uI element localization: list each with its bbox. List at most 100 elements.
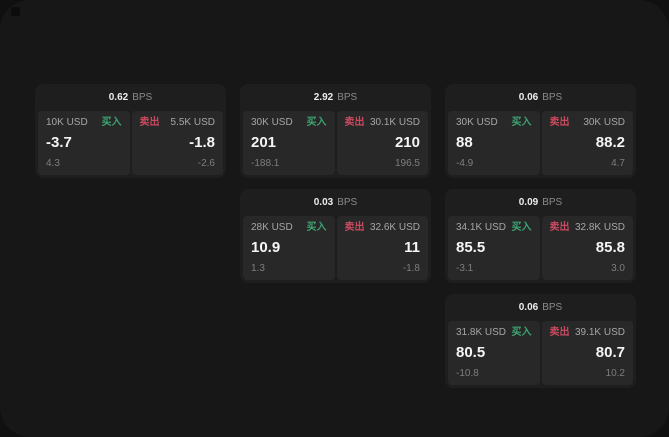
buy-size-label: 31.8K USD bbox=[456, 327, 507, 338]
sell-panel[interactable]: 卖出 32.8K USD 85.8 3.0 bbox=[541, 216, 633, 280]
sell-tag: 卖出 bbox=[344, 117, 365, 128]
sell-size-label: 32.8K USD bbox=[574, 222, 625, 233]
buy-sub-value: -4.9 bbox=[456, 158, 474, 169]
sell-panel-top: 卖出 30K USD bbox=[550, 118, 626, 128]
buy-sub-value: -188.1 bbox=[251, 158, 280, 169]
sell-sub-value: 4.7 bbox=[611, 158, 625, 169]
buy-price: 80.5 bbox=[456, 344, 486, 362]
buy-sub-value: -10.8 bbox=[456, 368, 479, 379]
sell-price: 88.2 bbox=[595, 134, 625, 152]
sell-price: 80.7 bbox=[595, 344, 625, 362]
buy-tag: 买入 bbox=[511, 117, 532, 128]
sell-panel-top: 卖出 32.8K USD bbox=[550, 223, 626, 233]
sell-tag: 卖出 bbox=[139, 117, 160, 128]
card-header: 2.92 BPS bbox=[243, 84, 428, 111]
sell-sub-value: 10.2 bbox=[605, 368, 625, 379]
buy-size-label: 28K USD bbox=[251, 222, 293, 233]
sell-sub-value: 3.0 bbox=[611, 263, 625, 274]
sell-tag: 卖出 bbox=[344, 222, 365, 233]
sell-price: -1.8 bbox=[189, 134, 215, 152]
buy-panel-top: 30K USD 买入 bbox=[251, 118, 327, 128]
quote-card: 0.03 BPS 28K USD 买入 10.9 1.3 卖出 32.6K US… bbox=[240, 189, 431, 283]
bps-unit-label: BPS bbox=[542, 302, 563, 313]
buy-panel[interactable]: 30K USD 买入 88 -4.9 bbox=[448, 111, 540, 175]
sell-panel-top: 卖出 32.6K USD bbox=[345, 223, 421, 233]
buy-tag: 买入 bbox=[306, 222, 327, 233]
quote-panels: 31.8K USD 买入 80.5 -10.8 卖出 39.1K USD 80.… bbox=[448, 321, 633, 385]
sell-panel[interactable]: 卖出 30K USD 88.2 4.7 bbox=[541, 111, 633, 175]
card-header: 0.03 BPS bbox=[243, 189, 428, 216]
bps-unit-label: BPS bbox=[542, 197, 563, 208]
buy-panel-top: 28K USD 买入 bbox=[251, 223, 327, 233]
buy-price: -3.7 bbox=[46, 134, 72, 152]
buy-panel-top: 30K USD 买入 bbox=[456, 118, 532, 128]
buy-panel-top: 10K USD 买入 bbox=[46, 118, 122, 128]
quote-panels: 34.1K USD 买入 85.5 -3.1 卖出 32.8K USD 85.8… bbox=[448, 216, 633, 280]
sell-price: 210 bbox=[394, 134, 420, 152]
buy-panel[interactable]: 34.1K USD 买入 85.5 -3.1 bbox=[448, 216, 540, 280]
card-header: 0.06 BPS bbox=[448, 84, 633, 111]
sell-price: 85.8 bbox=[595, 239, 625, 257]
sell-size-label: 32.6K USD bbox=[369, 222, 420, 233]
sell-sub-value: -2.6 bbox=[197, 158, 215, 169]
quote-card: 0.09 BPS 34.1K USD 买入 85.5 -3.1 卖出 32.8K… bbox=[445, 189, 636, 283]
sell-panel-top: 卖出 5.5K USD bbox=[140, 118, 216, 128]
sell-panel[interactable]: 卖出 30.1K USD 210 196.5 bbox=[336, 111, 428, 175]
quote-panels: 28K USD 买入 10.9 1.3 卖出 32.6K USD 11 -1.8 bbox=[243, 216, 428, 280]
card-header: 0.62 BPS bbox=[38, 84, 223, 111]
cards-grid: 0.62 BPS 10K USD 买入 -3.7 4.3 卖出 5.5K USD… bbox=[35, 84, 636, 388]
buy-panel[interactable]: 30K USD 买入 201 -188.1 bbox=[243, 111, 335, 175]
sell-panel[interactable]: 卖出 39.1K USD 80.7 10.2 bbox=[541, 321, 633, 385]
buy-size-label: 30K USD bbox=[251, 117, 293, 128]
sell-tag: 卖出 bbox=[549, 327, 570, 338]
quote-panels: 30K USD 买入 201 -188.1 卖出 30.1K USD 210 1… bbox=[243, 111, 428, 175]
sell-sub-value: 196.5 bbox=[394, 158, 420, 169]
sell-panel[interactable]: 卖出 32.6K USD 11 -1.8 bbox=[336, 216, 428, 280]
buy-sub-value: 1.3 bbox=[251, 263, 265, 274]
sell-size-label: 39.1K USD bbox=[574, 327, 625, 338]
buy-sub-value: 4.3 bbox=[46, 158, 60, 169]
buy-sub-value: -3.1 bbox=[456, 263, 474, 274]
sell-panel-top: 卖出 30.1K USD bbox=[345, 118, 421, 128]
quote-card: 0.06 BPS 30K USD 买入 88 -4.9 卖出 30K USD 8… bbox=[445, 84, 636, 178]
sell-size-label: 30K USD bbox=[583, 117, 625, 128]
buy-panel[interactable]: 10K USD 买入 -3.7 4.3 bbox=[38, 111, 130, 175]
bps-spread-value: 2.92 bbox=[313, 92, 334, 103]
sell-panel[interactable]: 卖出 5.5K USD -1.8 -2.6 bbox=[131, 111, 223, 175]
sell-tag: 卖出 bbox=[549, 117, 570, 128]
buy-size-label: 30K USD bbox=[456, 117, 498, 128]
bps-spread-value: 0.03 bbox=[313, 197, 334, 208]
buy-tag: 买入 bbox=[101, 117, 122, 128]
buy-size-label: 34.1K USD bbox=[456, 222, 507, 233]
app-icon bbox=[11, 7, 20, 16]
sell-panel-top: 卖出 39.1K USD bbox=[550, 328, 626, 338]
bps-spread-value: 0.62 bbox=[108, 92, 129, 103]
buy-size-label: 10K USD bbox=[46, 117, 88, 128]
sell-tag: 卖出 bbox=[549, 222, 570, 233]
buy-panel[interactable]: 28K USD 买入 10.9 1.3 bbox=[243, 216, 335, 280]
quote-panels: 30K USD 买入 88 -4.9 卖出 30K USD 88.2 4.7 bbox=[448, 111, 633, 175]
bps-spread-value: 0.09 bbox=[518, 197, 539, 208]
buy-price: 85.5 bbox=[456, 239, 486, 257]
quote-card: 2.92 BPS 30K USD 买入 201 -188.1 卖出 30.1K … bbox=[240, 84, 431, 178]
bps-unit-label: BPS bbox=[542, 92, 563, 103]
quote-card: 0.62 BPS 10K USD 买入 -3.7 4.3 卖出 5.5K USD… bbox=[35, 84, 226, 178]
buy-panel-top: 34.1K USD 买入 bbox=[456, 223, 532, 233]
sell-price: 11 bbox=[404, 239, 420, 257]
sell-sub-value: -1.8 bbox=[402, 263, 420, 274]
buy-panel-top: 31.8K USD 买入 bbox=[456, 328, 532, 338]
buy-tag: 买入 bbox=[306, 117, 327, 128]
sell-size-label: 5.5K USD bbox=[170, 117, 215, 128]
bps-spread-value: 0.06 bbox=[518, 92, 539, 103]
bps-unit-label: BPS bbox=[132, 92, 153, 103]
buy-tag: 买入 bbox=[511, 222, 532, 233]
quote-panels: 10K USD 买入 -3.7 4.3 卖出 5.5K USD -1.8 -2.… bbox=[38, 111, 223, 175]
bps-spread-value: 0.06 bbox=[518, 302, 539, 313]
buy-price: 10.9 bbox=[251, 239, 281, 257]
buy-panel[interactable]: 31.8K USD 买入 80.5 -10.8 bbox=[448, 321, 540, 385]
buy-price: 201 bbox=[251, 134, 277, 152]
buy-tag: 买入 bbox=[511, 327, 532, 338]
card-header: 0.06 BPS bbox=[448, 294, 633, 321]
quote-card: 0.06 BPS 31.8K USD 买入 80.5 -10.8 卖出 39.1… bbox=[445, 294, 636, 388]
